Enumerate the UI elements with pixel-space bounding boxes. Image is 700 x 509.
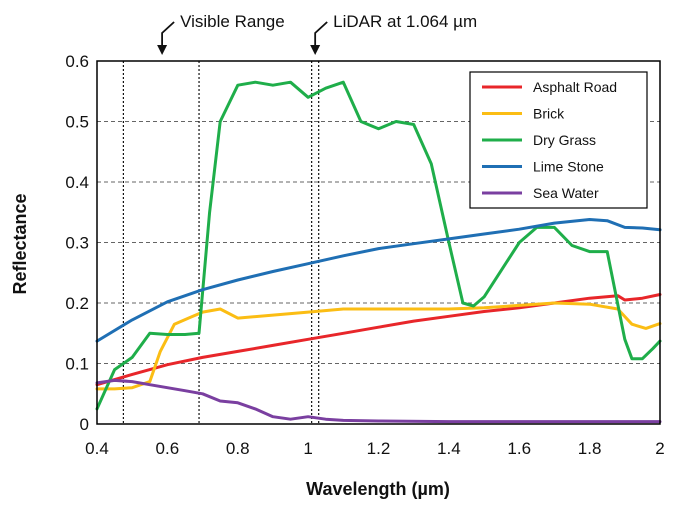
series-line-2 (95, 80, 662, 411)
annotation-arrow-0 (161, 21, 175, 50)
annotation-1: LiDAR at 1.064 µm (310, 12, 477, 55)
x-tick-label-7: 1.8 (578, 439, 602, 458)
y-tick-labels: 0 0.1 0.2 0.3 0.4 0.5 0.6 (65, 52, 89, 434)
legend-label-4: Sea Water (533, 185, 599, 201)
y-tick-label-0: 0 (80, 415, 89, 434)
annotation-label-1: LiDAR at 1.064 µm (333, 12, 477, 31)
reference-lines (122, 61, 320, 424)
x-tick-label-0: 0.4 (85, 439, 109, 458)
series-line-3 (95, 218, 662, 343)
annotation-0: Visible Range (157, 12, 285, 55)
legend-label-2: Dry Grass (533, 132, 596, 148)
x-tick-label-5: 1.4 (437, 439, 461, 458)
series-lines (95, 80, 662, 424)
legend-label-3: Lime Stone (533, 159, 604, 175)
y-axis-title: Reflectance (10, 193, 30, 294)
x-tick-label-3: 1 (303, 439, 312, 458)
y-tick-label-4: 0.4 (65, 173, 89, 192)
x-tick-label-8: 2 (655, 439, 664, 458)
y-tick-label-3: 0.3 (65, 234, 89, 253)
plot-frame (96, 60, 661, 425)
x-tick-label-1: 0.6 (156, 439, 180, 458)
x-tick-label-6: 1.6 (507, 439, 531, 458)
series-line-0 (95, 293, 662, 387)
series-line-1 (95, 301, 662, 391)
annotation-arrowhead-0 (157, 45, 168, 55)
y-tick-label-5: 0.5 (65, 113, 89, 132)
y-tick-label-2: 0.2 (65, 294, 89, 313)
x-axis-title: Wavelength (µm) (306, 479, 450, 499)
y-tick-label-6: 0.6 (65, 52, 89, 71)
annotations: Visible Range LiDAR at 1.064 µm (157, 12, 477, 55)
legend: Asphalt Road Brick Dry Grass Lime Stone Sea … (469, 71, 648, 209)
annotation-label-0: Visible Range (180, 12, 285, 31)
annotation-arrow-1 (314, 21, 328, 50)
x-tick-label-2: 0.8 (226, 439, 250, 458)
annotation-arrowhead-1 (310, 45, 321, 55)
legend-label-0: Asphalt Road (533, 79, 617, 95)
y-tick-label-1: 0.1 (65, 355, 89, 374)
legend-label-1: Brick (533, 106, 565, 122)
series-line-4 (95, 378, 662, 424)
x-tick-labels: 0.4 0.6 0.8 1 1.2 1.4 1.6 1.8 2 (85, 439, 665, 458)
x-tick-label-4: 1.2 (367, 439, 391, 458)
